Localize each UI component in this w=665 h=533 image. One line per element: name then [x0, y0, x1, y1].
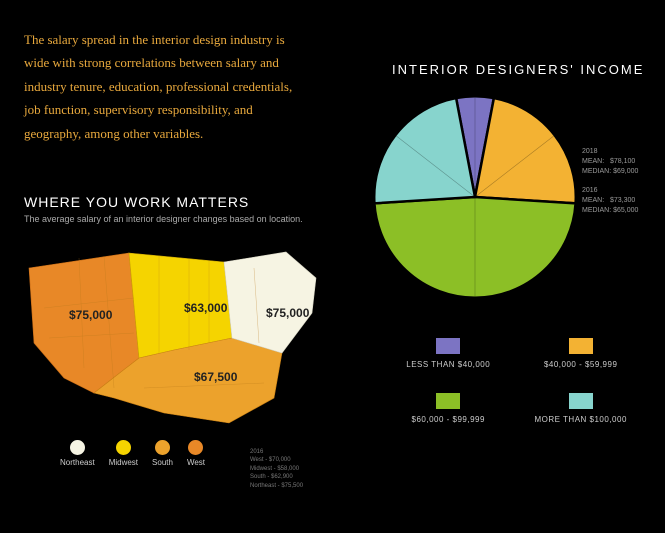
pie-slice-gt100: [374, 98, 475, 203]
swatch-northeast: [70, 440, 85, 455]
legend-lbl-south: South: [152, 458, 173, 467]
pie-title: INTERIOR DESIGNERS' INCOME: [392, 62, 644, 77]
pie-legend-lt40k: LESS THAN $40,000: [402, 338, 494, 369]
legend-lbl-west: West: [187, 458, 205, 467]
map-section: WHERE YOU WORK MATTERS The average salar…: [24, 194, 334, 428]
pie-swatch-40_60: [569, 338, 593, 354]
map-legend: Northeast Midwest South West: [60, 440, 205, 467]
pie-slice-40_60: [475, 98, 576, 203]
stat-2016: 2016 MEAN: $73,300 MEDIAN: $65,000: [582, 186, 638, 215]
pie-legend-60_100: $60,000 - $99,999: [402, 393, 494, 424]
salary-northeast: $75,000: [266, 306, 309, 320]
legend-northeast: Northeast: [60, 440, 95, 467]
map-title: WHERE YOU WORK MATTERS: [24, 194, 334, 210]
pie-year-stats: 2018 MEAN: $78,100 MEDIAN: $69,000 2016 …: [582, 147, 638, 226]
region-northeast: [224, 252, 316, 353]
pie-legend-40_60: $40,000 - $59,999: [534, 338, 626, 369]
legend-lbl-midwest: Midwest: [109, 458, 138, 467]
salary-south: $67,500: [194, 370, 237, 384]
legend-west: West: [187, 440, 205, 467]
income-pie: [370, 92, 580, 302]
pie-swatch-lt40k: [436, 338, 460, 354]
pie-legend: LESS THAN $40,000 $40,000 - $59,999 $60,…: [402, 338, 627, 424]
map-subtitle: The average salary of an interior design…: [24, 213, 334, 226]
pie-legend-lbl-gt100: MORE THAN $100,000: [534, 415, 626, 424]
map-note: 2016West - $70,000Midwest - $58,000South…: [250, 448, 303, 490]
pie-legend-lbl-lt40k: LESS THAN $40,000: [406, 360, 490, 369]
stat-2018: 2018 MEAN: $78,100 MEDIAN: $69,000: [582, 147, 638, 176]
swatch-west: [188, 440, 203, 455]
pie-legend-gt100: MORE THAN $100,000: [534, 393, 626, 424]
pie-legend-lbl-40_60: $40,000 - $59,999: [544, 360, 617, 369]
pie-swatch-60_100: [436, 393, 460, 409]
pie-legend-lbl-60_100: $60,000 - $99,999: [412, 415, 485, 424]
legend-south: South: [152, 440, 173, 467]
salary-midwest: $63,000: [184, 301, 227, 315]
legend-lbl-northeast: Northeast: [60, 458, 95, 467]
us-map: $75,000 $63,000 $67,500 $75,000: [24, 238, 334, 428]
swatch-south: [155, 440, 170, 455]
legend-midwest: Midwest: [109, 440, 138, 467]
salary-west: $75,000: [69, 308, 112, 322]
intro-text: The salary spread in the interior design…: [24, 28, 304, 145]
swatch-midwest: [116, 440, 131, 455]
pie-swatch-gt100: [569, 393, 593, 409]
